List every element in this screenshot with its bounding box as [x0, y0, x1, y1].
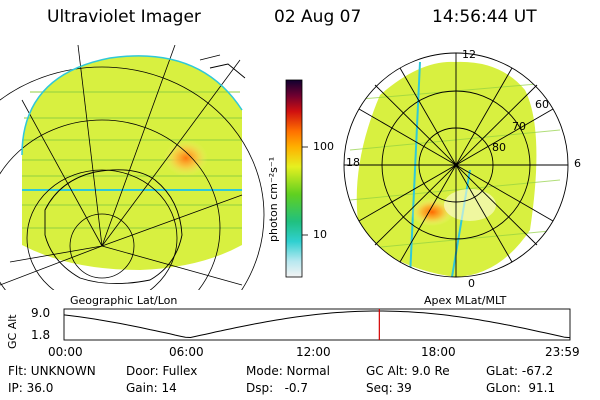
mlt-lines	[344, 53, 568, 277]
gc-alt-readout: GC Alt: 9.0 Re	[366, 364, 450, 378]
altitude-plot-frame	[63, 308, 571, 341]
ip-readout: IP: 36.0	[8, 381, 54, 395]
altitude-ytick-9: 9.0	[31, 306, 51, 320]
mlat-label-70: 70	[512, 120, 526, 133]
dsp-readout: Dsp: -0.7	[246, 381, 309, 395]
antarctica-coastline	[44, 169, 183, 285]
time-tick-0000: 00:00	[48, 345, 83, 359]
coastline-fragment	[199, 54, 246, 79]
time-label: 14:56:44 UT	[432, 7, 537, 27]
left-panel-caption: Geographic Lat/Lon	[70, 294, 178, 307]
gain-readout: Gain: 14	[126, 381, 177, 395]
altitude-ytick-1-8: 1.8	[31, 328, 51, 342]
mlt-label-6: 6	[574, 157, 581, 170]
time-tick-1800: 18:00	[421, 345, 456, 359]
aurora-halo	[444, 189, 496, 221]
color-bar-label-100: 100	[313, 140, 334, 153]
app-title: Ultraviolet Imager	[47, 7, 201, 27]
altitude-curve	[63, 310, 571, 339]
apex-polar-panel	[343, 52, 569, 278]
time-tick-2359: 23:59	[545, 345, 580, 359]
mlt-label-18: 18	[346, 156, 360, 169]
altitude-strip	[63, 308, 571, 341]
seq-readout: Seq: 39	[366, 381, 412, 395]
mlat-label-80: 80	[492, 141, 506, 154]
glat-readout: GLat: -67.2	[486, 364, 553, 378]
color-bar-label: photon cm⁻²s⁻¹	[267, 156, 280, 242]
date-label: 02 Aug 07	[274, 7, 362, 27]
door-readout: Door: Fullex	[126, 364, 198, 378]
mlt-label-12: 12	[462, 48, 476, 61]
filter-readout: Flt: UNKNOWN	[8, 364, 96, 378]
lon-lines	[0, 45, 243, 286]
geographic-map-panel	[0, 45, 265, 290]
image-edge	[21, 55, 243, 156]
image-field	[356, 61, 537, 277]
color-bar-scale	[285, 79, 303, 278]
aurora-spot	[410, 198, 454, 226]
color-bar-label-10: 10	[313, 228, 327, 241]
image-scanlines	[22, 91, 242, 229]
glon-readout: GLon: 91.1	[486, 381, 556, 395]
mode-readout: Mode: Normal	[246, 364, 330, 378]
lat-circles	[0, 66, 265, 290]
color-bar	[285, 79, 308, 278]
aurora-spot	[164, 140, 208, 176]
mlat-label-60: 60	[535, 98, 549, 111]
altitude-ylabel: GC Alt	[6, 314, 19, 349]
cyan-scanline-b	[451, 169, 471, 277]
mlt-label-0: 0	[468, 277, 475, 290]
right-panel-caption: Apex MLat/MLT	[424, 294, 507, 307]
time-tick-0600: 06:00	[169, 345, 204, 359]
time-tick-1200: 12:00	[296, 345, 331, 359]
